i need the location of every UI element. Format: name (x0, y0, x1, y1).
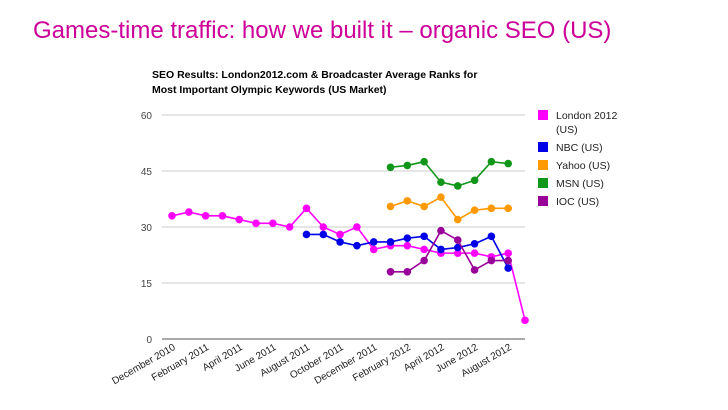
data-point (470, 266, 479, 274)
data-point (252, 219, 260, 228)
data-point (487, 232, 496, 241)
data-point (470, 249, 479, 257)
data-point (470, 176, 479, 185)
legend-label: London 2012 (556, 110, 617, 122)
legend-swatch (538, 160, 548, 170)
legend-label: (US) (556, 124, 578, 136)
data-point (420, 256, 428, 265)
data-point (403, 161, 412, 170)
legend-item: NBC (US) (538, 142, 603, 154)
data-point (369, 245, 378, 254)
data-point (453, 249, 462, 257)
data-point (487, 256, 496, 265)
data-point (437, 226, 445, 235)
data-point (302, 230, 311, 239)
legend-item: London 2012 (US) (538, 110, 617, 136)
data-point (521, 316, 529, 325)
data-point (403, 268, 412, 276)
series-london-2012-us (168, 204, 529, 325)
data-point (403, 234, 412, 242)
data-point (504, 159, 512, 168)
data-point (168, 212, 176, 220)
y-tick-label: 15 (141, 279, 153, 290)
legend-item: MSN (US) (538, 178, 604, 190)
data-point (403, 241, 412, 250)
data-point (470, 206, 479, 214)
y-axis: 0 15 30 45 60 (141, 111, 153, 346)
data-point (420, 202, 428, 211)
data-point (487, 157, 496, 166)
legend-swatch (538, 142, 548, 152)
data-point (487, 204, 496, 213)
data-point (420, 245, 428, 254)
series-line (171, 207, 526, 321)
series-ioc-us (386, 226, 512, 276)
data-point (386, 238, 395, 246)
data-point (420, 157, 428, 166)
data-point (453, 215, 462, 224)
data-point (336, 238, 344, 246)
legend: London 2012 (US) NBC (US) Yahoo (US) MSN (US… (538, 110, 617, 208)
data-point (285, 223, 294, 231)
slide-title: Games-time traffic: how we built it – or… (33, 17, 612, 44)
y-tick-label: 45 (141, 167, 153, 178)
legend-swatch (538, 178, 548, 188)
chart-title: SEO Results: London2012.com & Broadcaste… (152, 69, 477, 96)
data-point (369, 238, 378, 246)
data-point (470, 240, 479, 248)
data-point (319, 230, 328, 239)
legend-item: IOC (US) (538, 196, 599, 208)
legend-label: MSN (US) (556, 178, 604, 190)
data-point (269, 219, 277, 228)
data-point (201, 212, 210, 220)
data-point (453, 182, 462, 190)
chart-title-line: Most Important Olympic Keywords (US Mark… (152, 84, 387, 96)
data-point (453, 236, 462, 244)
data-point (403, 197, 412, 205)
data-point (235, 215, 244, 224)
data-point (453, 243, 462, 252)
data-point (504, 249, 512, 257)
series-nbc-us (302, 230, 512, 272)
legend-label: IOC (US) (556, 196, 599, 208)
y-tick-label: 30 (141, 223, 153, 234)
y-tick-label: 0 (146, 335, 152, 346)
data-point (504, 256, 512, 265)
chart-title-line: SEO Results: London2012.com & Broadcaste… (152, 69, 477, 81)
data-point (386, 202, 395, 211)
gridlines (162, 114, 525, 340)
legend-item: Yahoo (US) (538, 160, 610, 172)
series-yahoo-us (386, 193, 512, 224)
data-point (504, 264, 512, 272)
data-point (386, 163, 395, 172)
data-point (302, 204, 311, 213)
data-point (437, 178, 445, 186)
data-point (353, 223, 361, 231)
data-point (336, 230, 344, 239)
data-point (386, 268, 395, 276)
data-point (420, 232, 428, 241)
data-point (218, 212, 227, 220)
series-lines (168, 157, 529, 325)
data-point (437, 193, 445, 201)
y-tick-label: 60 (141, 111, 153, 122)
legend-swatch (538, 196, 548, 206)
data-point (185, 208, 193, 216)
legend-label: Yahoo (US) (556, 160, 610, 172)
data-point (353, 241, 361, 250)
data-point (319, 223, 328, 231)
legend-swatch (538, 110, 548, 120)
data-point (437, 245, 445, 254)
data-point (504, 204, 512, 213)
series-msn-us (386, 157, 512, 190)
legend-label: NBC (US) (556, 142, 603, 154)
